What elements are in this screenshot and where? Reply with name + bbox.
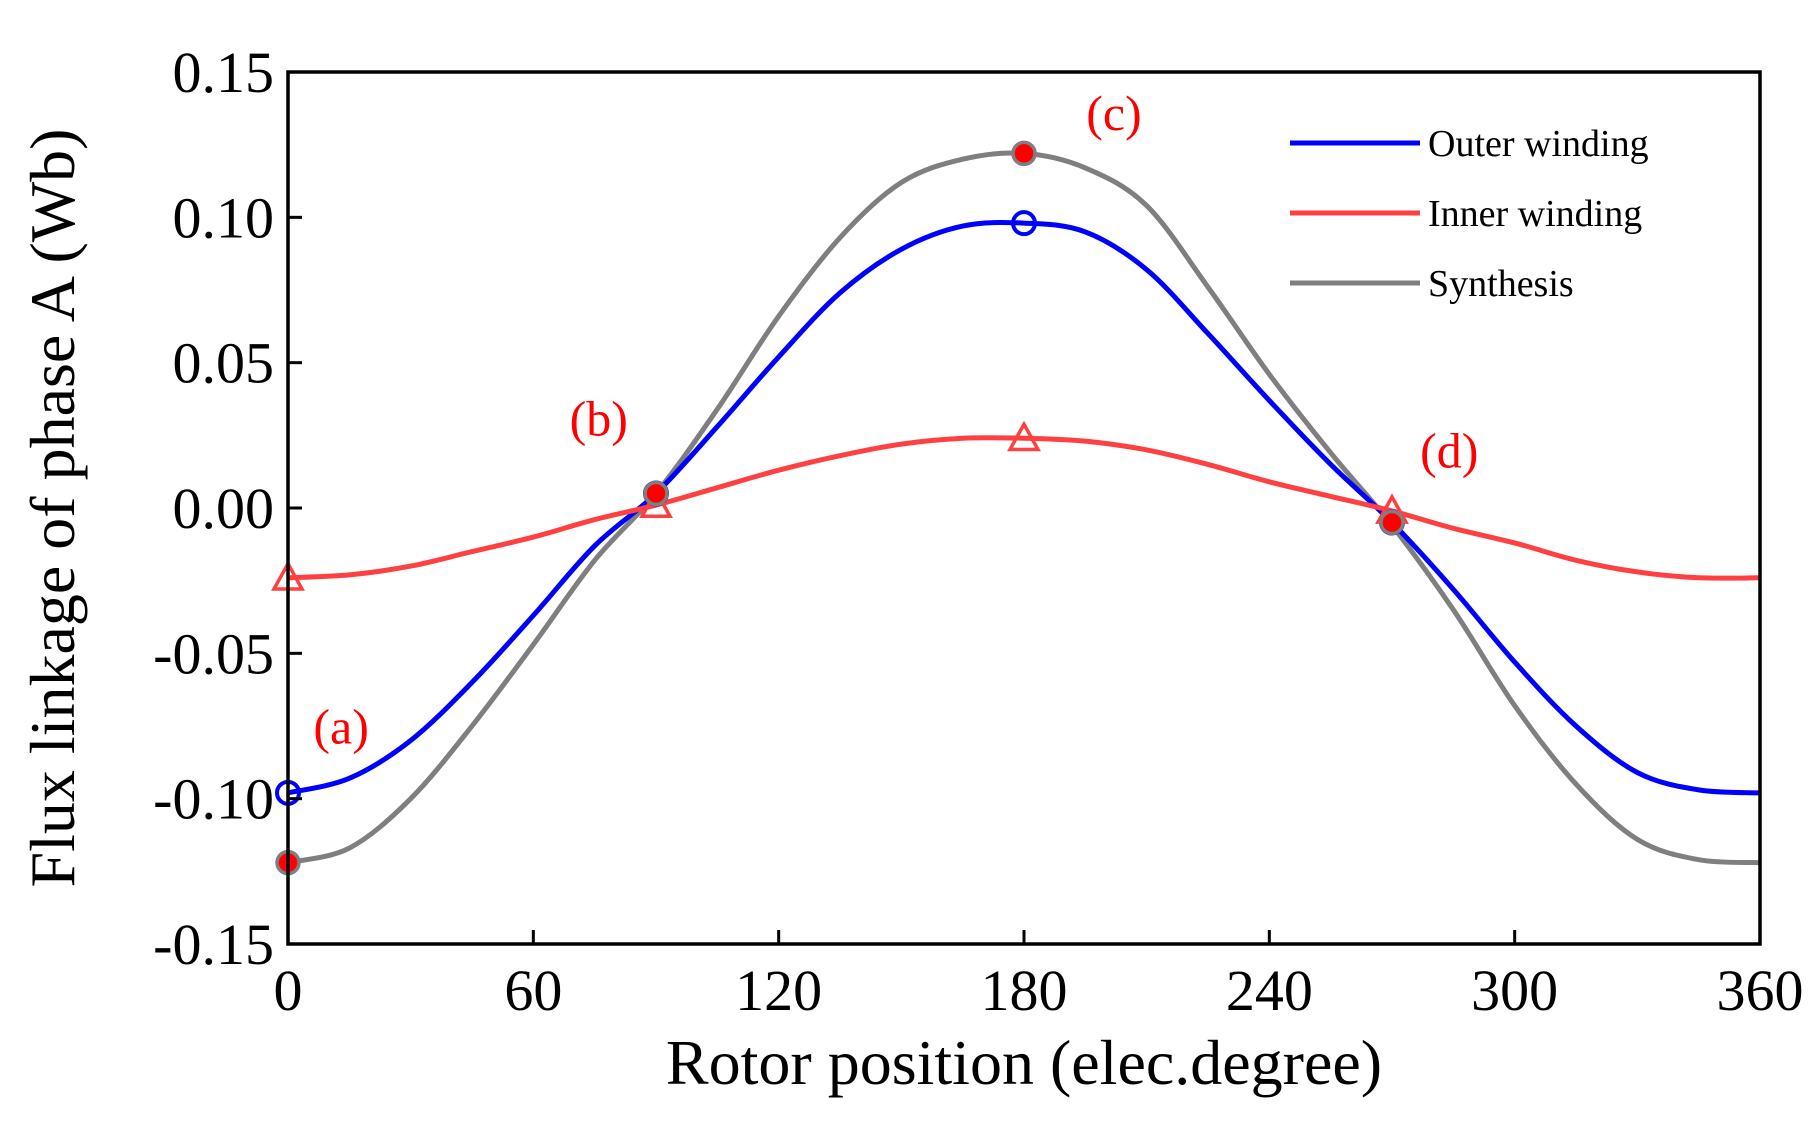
legend: Outer winding Inner winding Synthesis <box>1290 123 1649 305</box>
legend-label: Synthesis <box>1428 263 1574 305</box>
x-tick-label: 0 <box>274 958 303 1023</box>
x-axis-title: Rotor position (elec.degree) <box>666 1027 1382 1098</box>
x-tick-label: 360 <box>1717 958 1804 1023</box>
x-tick-label: 300 <box>1471 958 1558 1023</box>
y-axis-ticks: 0.15 0.10 0.05 0.00 -0.05 -0.10 -0.15 <box>153 40 302 977</box>
y-tick-label: -0.10 <box>153 767 274 832</box>
legend-label: Inner winding <box>1428 193 1642 235</box>
x-tick-label: 120 <box>735 958 822 1023</box>
y-tick-label: -0.05 <box>153 621 274 686</box>
x-tick-label: 240 <box>1226 958 1313 1023</box>
y-tick-label: 0.15 <box>173 40 275 105</box>
annotation-label: (a) <box>313 698 369 754</box>
legend-label: Outer winding <box>1428 123 1649 165</box>
y-axis-title: Flux linkage of phase A (Wb) <box>17 129 88 888</box>
marker-synthesis-dot <box>1011 140 1037 167</box>
x-tick-label: 60 <box>504 958 562 1023</box>
series-line-outer-winding <box>287 219 1761 796</box>
marker-outer-circle <box>1011 210 1037 237</box>
y-tick-label: 0.05 <box>173 331 275 396</box>
annotation-label: (c) <box>1086 85 1142 141</box>
series-line-inner-winding <box>287 435 1761 581</box>
x-axis-ticks: 0 60 120 180 240 300 360 <box>274 930 1804 1023</box>
annotation-label: (b) <box>570 390 628 446</box>
marker-synthesis-dot <box>1379 509 1405 536</box>
annotations: (a) (b) (c) (d) <box>313 85 1478 754</box>
marker-inner-triangle <box>1007 420 1041 452</box>
x-tick-label: 180 <box>981 958 1068 1023</box>
y-tick-label: 0.10 <box>173 185 275 250</box>
y-tick-label: -0.15 <box>153 912 274 977</box>
marker-synthesis-dot <box>643 480 669 507</box>
series-markers <box>271 140 1409 876</box>
y-tick-label: 0.00 <box>173 476 275 541</box>
annotation-label: (d) <box>1420 422 1478 478</box>
